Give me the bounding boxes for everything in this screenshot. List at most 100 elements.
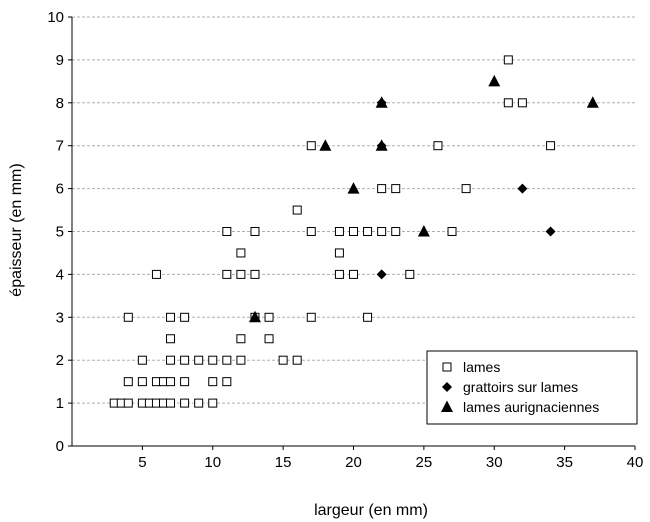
data-point-open-square <box>334 227 344 236</box>
y-axis-title: épaisseur (en mm) <box>8 163 25 296</box>
data-point-open-square <box>503 98 513 108</box>
data-point-open-square <box>503 55 513 65</box>
data-point-open-square <box>433 141 443 151</box>
x-tick-label: 35 <box>556 454 573 471</box>
data-point-open-square <box>194 398 204 408</box>
data-point-open-square <box>208 398 218 408</box>
data-point-filled-triangle <box>417 225 430 237</box>
x-tick-label: 20 <box>345 454 362 471</box>
data-point-filled-triangle <box>248 310 261 323</box>
data-point-open-square <box>278 355 288 365</box>
data-point-open-square <box>180 398 190 408</box>
y-tick-label: 7 <box>56 138 64 155</box>
data-point-filled-triangle <box>375 139 388 151</box>
legend-label: lames <box>463 359 500 375</box>
data-points <box>109 55 599 408</box>
data-point-open-square <box>194 355 204 365</box>
data-point-open-square <box>264 312 274 322</box>
data-point-open-square <box>166 398 176 408</box>
data-point-open-square <box>236 334 246 344</box>
data-point-open-square <box>306 227 316 236</box>
data-point-open-square <box>180 312 190 322</box>
data-point-open-square <box>334 269 344 279</box>
x-axis-title: largeur (en mm) <box>314 502 428 519</box>
data-point-open-square <box>250 269 260 279</box>
data-point-filled-diamond <box>517 183 528 194</box>
y-tick-label: 0 <box>56 438 64 455</box>
data-point-open-square <box>546 141 556 151</box>
y-tick-label: 1 <box>56 395 64 412</box>
data-point-open-square <box>334 248 344 258</box>
data-point-filled-diamond <box>545 226 556 237</box>
legend-label: grattoirs sur lames <box>463 379 578 395</box>
data-point-filled-triangle <box>347 182 360 194</box>
data-point-open-square <box>222 269 232 279</box>
data-point-open-square <box>391 227 401 236</box>
data-point-open-square <box>166 355 176 365</box>
legend-label: lames aurignaciennes <box>463 399 599 415</box>
data-point-filled-triangle <box>319 139 332 151</box>
y-tick-label: 8 <box>56 95 64 112</box>
x-tick-label: 10 <box>204 454 221 471</box>
data-point-open-square <box>236 269 246 279</box>
data-point-open-square <box>447 227 457 236</box>
x-tick-label: 25 <box>416 454 433 471</box>
data-point-open-square <box>123 398 133 408</box>
data-point-filled-triangle <box>586 96 599 108</box>
x-tick-label: 40 <box>627 454 644 471</box>
legend-marker-filled-diamond <box>442 382 452 392</box>
data-point-filled-triangle <box>375 96 388 108</box>
data-point-open-square <box>137 377 147 387</box>
y-tick-label: 6 <box>56 181 64 198</box>
data-point-open-square <box>517 98 527 108</box>
data-point-open-square <box>377 227 387 236</box>
data-point-open-square <box>306 312 316 322</box>
legend-box <box>426 350 638 425</box>
data-point-filled-triangle <box>488 74 501 87</box>
data-point-open-square <box>208 355 218 365</box>
y-tick-label: 5 <box>56 224 64 241</box>
data-point-open-square <box>391 184 401 194</box>
data-point-open-square <box>123 377 133 387</box>
gridlines <box>72 16 635 404</box>
data-point-open-square <box>236 355 246 365</box>
legend-marker-filled-triangle <box>441 400 453 412</box>
data-point-open-square <box>222 377 232 387</box>
legend-marker-open-square <box>442 362 452 372</box>
data-point-open-square <box>363 312 373 322</box>
data-point-open-square <box>377 184 387 194</box>
data-point-open-square <box>264 334 274 344</box>
y-tick-label: 10 <box>47 9 64 26</box>
data-point-open-square <box>222 355 232 365</box>
data-point-open-square <box>208 377 218 387</box>
x-tick-label: 5 <box>138 454 146 471</box>
data-point-open-square <box>222 227 232 236</box>
data-point-open-square <box>236 248 246 258</box>
tick-labels: 0 1 2 3 4 5 6 7 8 9 10 5 10 15 20 25 30 35 40 <box>47 9 643 471</box>
data-point-open-square <box>123 312 133 322</box>
data-point-open-square <box>349 269 358 279</box>
y-tick-label: 9 <box>56 52 64 69</box>
x-tick-label: 30 <box>486 454 503 471</box>
x-tick-label: 15 <box>275 454 292 471</box>
data-point-filled-diamond <box>376 269 387 280</box>
data-point-open-square <box>461 184 471 194</box>
data-point-open-square <box>180 377 190 387</box>
data-point-open-square <box>180 355 190 365</box>
data-point-open-square <box>306 141 316 151</box>
axes <box>68 16 636 450</box>
y-tick-label: 4 <box>56 266 64 283</box>
data-point-open-square <box>292 355 302 365</box>
data-point-open-square <box>166 334 176 344</box>
data-point-open-square <box>405 269 415 279</box>
legend: lames grattoirs sur lames lames aurignacie… <box>426 350 638 425</box>
data-point-open-square <box>363 227 373 236</box>
data-point-open-square <box>137 355 147 365</box>
data-point-open-square <box>151 269 161 279</box>
data-point-open-square <box>250 227 260 236</box>
data-point-open-square <box>349 227 358 236</box>
data-point-open-square <box>292 205 302 215</box>
y-tick-label: 2 <box>56 352 64 369</box>
data-point-open-square <box>166 312 176 322</box>
